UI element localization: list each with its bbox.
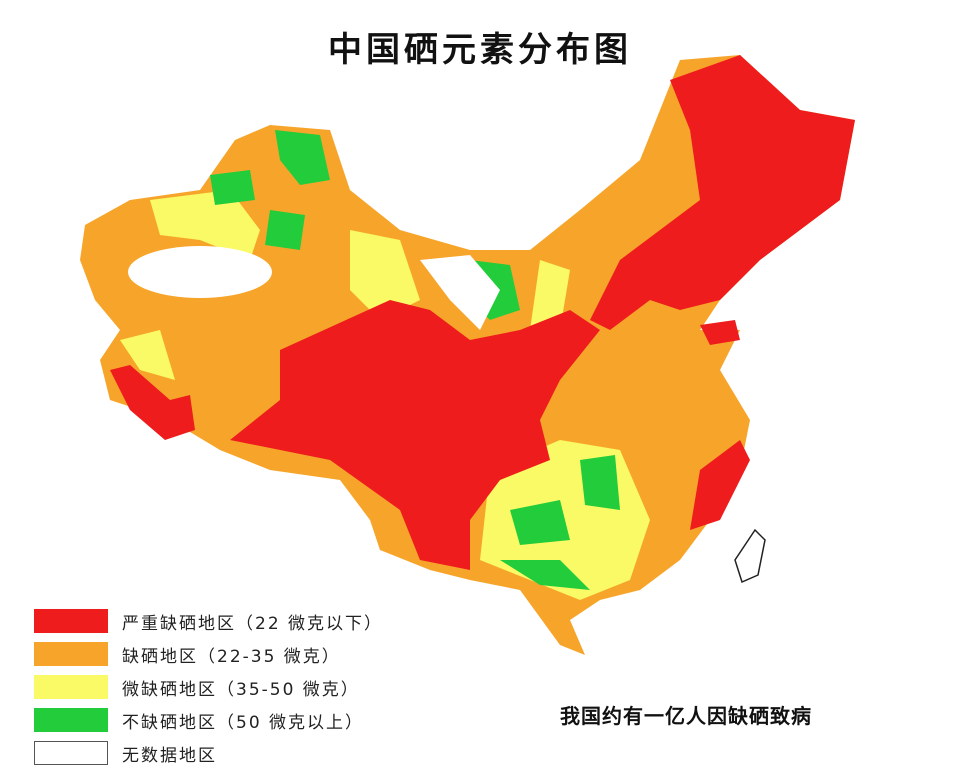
legend-item-slight: 微缺硒地区（35-50 微克） xyxy=(34,672,383,702)
region-severe xyxy=(230,300,600,570)
region-slight-deficient xyxy=(530,260,570,330)
legend-swatch xyxy=(34,675,108,699)
region-slight-deficient xyxy=(150,190,260,260)
legend-swatch xyxy=(34,708,108,732)
region-sufficient xyxy=(510,500,570,545)
map-title: 中国硒元素分布图 xyxy=(328,30,632,70)
legend-item-sufficient: 不缺硒地区（50 微克以上） xyxy=(34,705,383,735)
region-no-data xyxy=(420,255,500,330)
legend-item-no-data: 无数据地区 xyxy=(34,738,383,768)
legend-swatch xyxy=(34,741,108,765)
region-sufficient xyxy=(580,455,620,510)
region-severe xyxy=(700,320,740,345)
region-sufficient xyxy=(500,560,590,590)
region-severe xyxy=(590,55,855,330)
region-sufficient xyxy=(275,130,330,185)
legend-swatch xyxy=(34,609,108,633)
legend-swatch xyxy=(34,642,108,666)
region-no-data xyxy=(128,246,272,298)
legend-item-severe: 严重缺硒地区（22 微克以下） xyxy=(34,606,383,636)
region-slight-deficient xyxy=(350,230,420,320)
legend-item-deficient: 缺硒地区（22-35 微克） xyxy=(34,639,383,669)
legend-label: 严重缺硒地区（22 微克以下） xyxy=(122,613,384,634)
footnote: 我国约有一亿人因缺硒致病 xyxy=(560,704,812,728)
taiwan-no-data xyxy=(734,528,766,584)
region-slight-deficient xyxy=(120,330,175,380)
legend-label: 微缺硒地区（35-50 微克） xyxy=(122,679,360,700)
region-severe xyxy=(690,440,750,530)
legend-label: 缺硒地区（22-35 微克） xyxy=(122,646,341,667)
region-sufficient xyxy=(265,210,305,250)
legend-label: 无数据地区 xyxy=(122,745,217,766)
legend: 严重缺硒地区（22 微克以下） 缺硒地区（22-35 微克） 微缺硒地区（35-… xyxy=(34,606,383,771)
region-sufficient xyxy=(210,170,255,205)
region-severe xyxy=(110,365,195,440)
legend-label: 不缺硒地区（50 微克以上） xyxy=(122,712,365,733)
